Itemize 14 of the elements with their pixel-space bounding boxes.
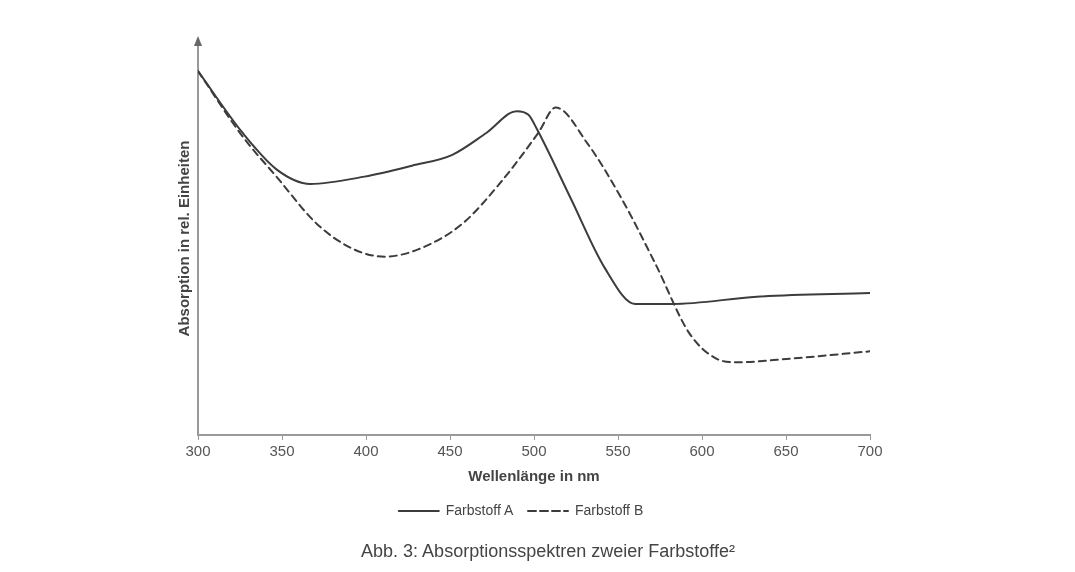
x-tick-label: 350	[269, 442, 295, 460]
x-tick-label: 550	[605, 442, 631, 460]
x-tick-label: 450	[437, 442, 463, 460]
x-tick-label: 300	[185, 442, 211, 460]
legend-label: Farbstoff B	[575, 501, 644, 518]
x-tick-label: 650	[773, 442, 799, 460]
x-tick-label: 600	[689, 442, 715, 460]
x-axis-title: Wellenlänge in nm	[468, 467, 600, 485]
x-tick-label: 500	[521, 442, 547, 460]
x-tick-label: 700	[857, 442, 883, 460]
y-axis-title: Absorption in rel. Einheiten	[175, 140, 193, 337]
caption: Abb. 3: Absorptionsspektren zweier Farbstoffe²	[361, 540, 735, 561]
legend-label: Farbstoff A	[445, 501, 514, 518]
x-tick-label: 400	[353, 442, 379, 460]
